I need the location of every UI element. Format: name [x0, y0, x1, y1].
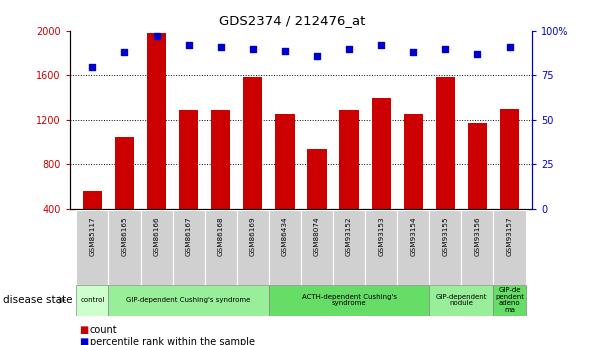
Bar [308, 149, 326, 209]
Bar [429, 285, 494, 316]
Bar [494, 210, 525, 285]
Bar [269, 285, 429, 316]
Text: GSM93153: GSM93153 [378, 216, 384, 256]
Bar [147, 33, 166, 209]
Point [184, 42, 193, 48]
Bar [339, 110, 359, 209]
Bar [397, 210, 429, 285]
Bar [173, 210, 205, 285]
Bar [108, 210, 140, 285]
Point [88, 64, 97, 69]
Text: GSM86168: GSM86168 [218, 216, 224, 256]
Point [505, 44, 514, 50]
Text: GSM93155: GSM93155 [443, 216, 448, 256]
Bar [461, 210, 494, 285]
Bar [429, 210, 461, 285]
Point [376, 42, 386, 48]
Bar [269, 210, 301, 285]
Text: GIP-dependent
nodule: GIP-dependent nodule [436, 294, 487, 306]
Point [216, 44, 226, 50]
Bar [404, 114, 423, 209]
Bar [83, 191, 102, 209]
Text: count: count [90, 325, 117, 335]
Bar [500, 109, 519, 209]
Bar [333, 210, 365, 285]
Bar [494, 285, 525, 316]
Point [152, 33, 162, 39]
Bar [77, 210, 108, 285]
Text: GSM93154: GSM93154 [410, 216, 416, 256]
Point [312, 53, 322, 59]
Text: GSM93156: GSM93156 [474, 216, 480, 256]
Text: GIP-de
pendent
adeno
ma: GIP-de pendent adeno ma [495, 287, 524, 313]
Text: GSM93152: GSM93152 [346, 216, 352, 256]
Point [120, 50, 130, 55]
Bar [77, 285, 108, 316]
Text: GSM86434: GSM86434 [282, 216, 288, 256]
Point [440, 46, 450, 51]
Text: GSM88074: GSM88074 [314, 216, 320, 256]
Point [409, 50, 418, 55]
Bar [140, 210, 173, 285]
Point [280, 48, 290, 53]
Text: GSM93157: GSM93157 [506, 216, 513, 256]
Point [472, 51, 482, 57]
Text: disease state: disease state [3, 295, 72, 305]
Text: ACTH-dependent Cushing's
syndrome: ACTH-dependent Cushing's syndrome [302, 294, 396, 306]
Text: GSM85117: GSM85117 [89, 216, 95, 256]
Bar [243, 77, 263, 209]
Point [344, 46, 354, 51]
Text: ■: ■ [79, 337, 88, 345]
Bar [205, 210, 237, 285]
Bar [211, 110, 230, 209]
Text: GSM86165: GSM86165 [122, 216, 128, 256]
Text: ■: ■ [79, 325, 88, 335]
Bar [468, 123, 487, 209]
Bar [436, 77, 455, 209]
Text: GSM86167: GSM86167 [185, 216, 192, 256]
Text: GSM86169: GSM86169 [250, 216, 256, 256]
Text: GDS2374 / 212476_at: GDS2374 / 212476_at [219, 14, 365, 27]
Bar [237, 210, 269, 285]
Text: percentile rank within the sample: percentile rank within the sample [90, 337, 255, 345]
Text: GIP-dependent Cushing's syndrome: GIP-dependent Cushing's syndrome [126, 297, 251, 303]
Text: control: control [80, 297, 105, 303]
Text: GSM86166: GSM86166 [154, 216, 159, 256]
Bar [115, 137, 134, 209]
Bar [275, 114, 294, 209]
Bar [179, 110, 198, 209]
Bar [301, 210, 333, 285]
Point [248, 46, 258, 51]
Bar [365, 210, 397, 285]
Bar [371, 98, 391, 209]
Bar [108, 285, 269, 316]
